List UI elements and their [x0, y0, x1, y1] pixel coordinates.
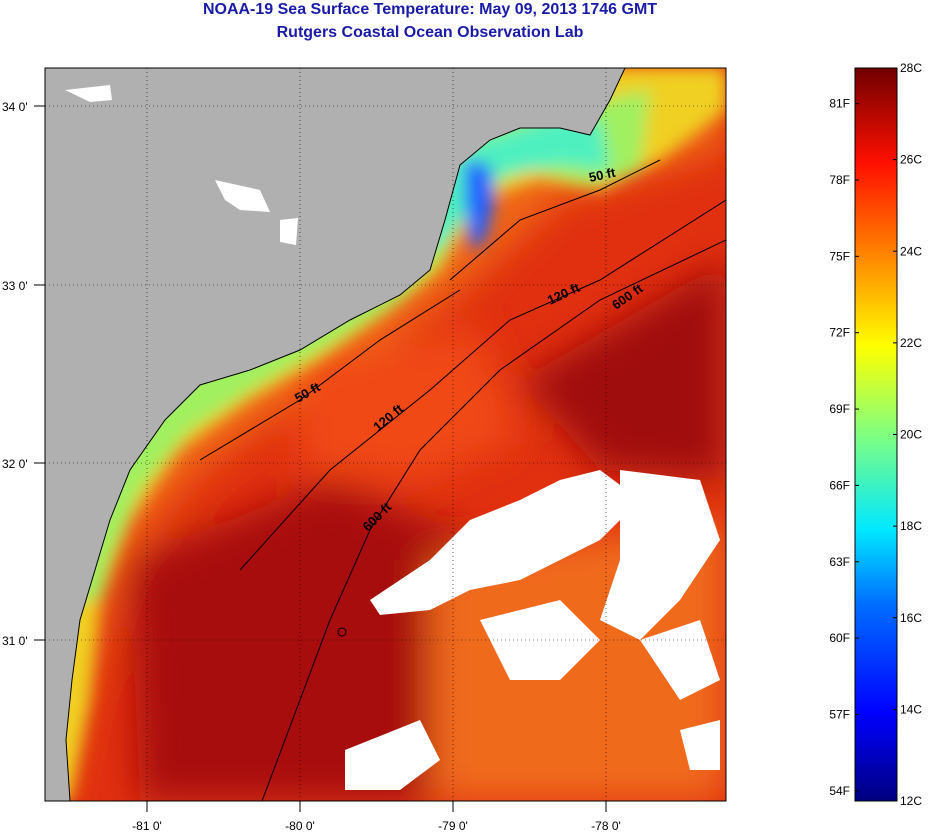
lat-tick-label: 32 0': [2, 457, 28, 471]
colorbar-fahrenheit-label: 72F: [829, 326, 850, 340]
lat-tick-label: 31 0': [2, 634, 28, 648]
colorbar-fahrenheit-label: 75F: [829, 249, 850, 263]
lon-tick-label: -78 0': [591, 819, 621, 832]
lat-tick-label: 33 0': [2, 279, 28, 293]
colorbar-celsius-label: 14C: [900, 702, 922, 716]
land: [45, 68, 625, 801]
colorbar-celsius-label: 16C: [900, 611, 922, 625]
grid: [45, 68, 726, 801]
colorbar-fahrenheit-label: 66F: [829, 478, 850, 492]
colorbar-celsius-label: 18C: [900, 519, 922, 533]
lon-tick-label: -79 0': [438, 819, 468, 832]
colorbar-fahrenheit-label: 81F: [829, 97, 850, 111]
colorbar-fahrenheit-label: 69F: [829, 402, 850, 416]
colorbar: [854, 67, 898, 802]
isobaths: [199, 159, 726, 801]
colorbar-labels: 28C 26C 24C 22C 20C 18C 16C 14C 12C 81F 78F 75F 72F 6…: [829, 61, 922, 808]
axis-ticks: [34, 105, 607, 812]
colorbar-fahrenheit-label: 57F: [829, 707, 850, 721]
colorbar-celsius-label: 22C: [900, 336, 922, 350]
map-area: 50 ft 50 ft 120 ft 120 ft 600 ft 600 ft: [45, 68, 726, 801]
lon-tick-label: -80 0': [285, 819, 315, 832]
colorbar-celsius-label: 26C: [900, 153, 922, 167]
colorbar-fahrenheit-label: 60F: [829, 631, 850, 645]
lon-tick-label: -81 0': [132, 819, 162, 832]
colorbar-fahrenheit-label: 78F: [829, 173, 850, 187]
colorbar-celsius-label: 28C: [900, 61, 922, 75]
chart-subtitle: Rutgers Coastal Ocean Observation Lab: [276, 24, 584, 41]
colorbar-fahrenheit-label: 63F: [829, 555, 850, 569]
coastline: [65, 68, 626, 801]
lat-tick-label: 34 0': [2, 100, 28, 114]
colorbar-celsius-label: 24C: [900, 244, 922, 258]
map-frame: [44, 67, 727, 802]
chart-title: NOAA-19 Sea Surface Temperature: May 09,…: [202, 1, 658, 18]
colorbar-celsius-label: 20C: [900, 428, 922, 442]
contour-label: 50 ft: [588, 165, 618, 185]
clouds: [65, 85, 720, 790]
colorbar-fahrenheit-label: 54F: [829, 784, 850, 798]
colorbar-celsius-label: 12C: [900, 794, 922, 808]
